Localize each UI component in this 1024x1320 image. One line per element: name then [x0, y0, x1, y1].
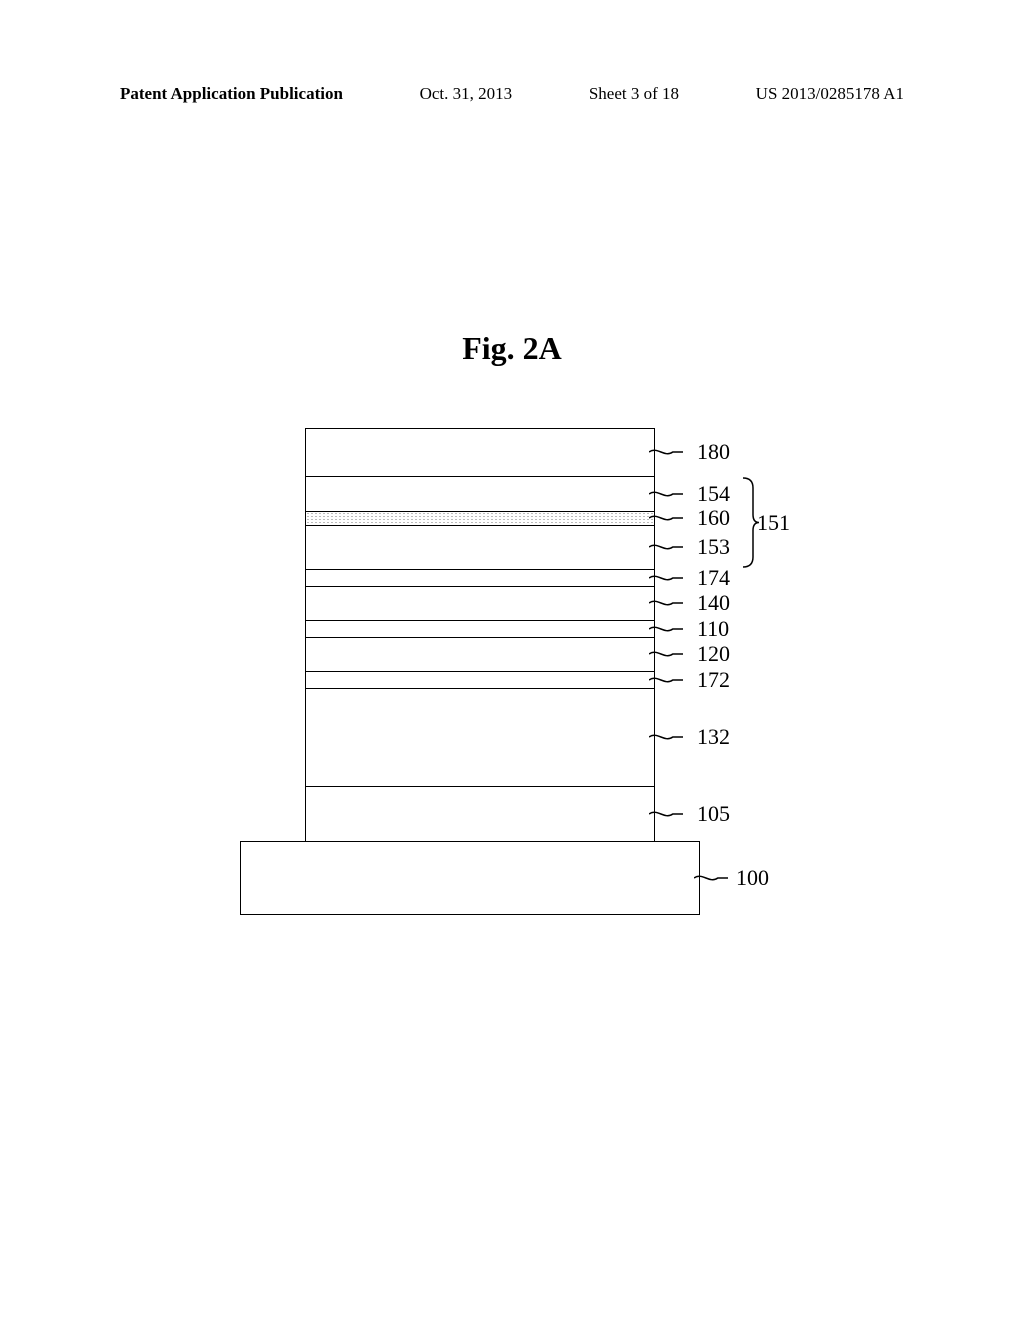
- leader-line: [694, 878, 728, 879]
- leader-line: [649, 518, 683, 519]
- leader-line: [649, 547, 683, 548]
- layer-172: [306, 672, 654, 689]
- leader-line: [649, 494, 683, 495]
- figure-title: Fig. 2A: [0, 330, 1024, 367]
- layer-label-132: 132: [697, 724, 730, 750]
- layer-153: [306, 526, 654, 570]
- layer-label-160: 160: [697, 505, 730, 531]
- leader-line: [649, 603, 683, 604]
- leader-line: [649, 654, 683, 655]
- layer-label-172: 172: [697, 667, 730, 693]
- layer-label-105: 105: [697, 801, 730, 827]
- page-header: Patent Application Publication Oct. 31, …: [0, 84, 1024, 104]
- layer-110: [306, 621, 654, 638]
- layer-160: [306, 512, 654, 526]
- group-label-151: 151: [757, 510, 790, 536]
- layer-stack: [305, 428, 655, 842]
- leader-line: [649, 629, 683, 630]
- leader-line: [649, 452, 683, 453]
- layer-120: [306, 638, 654, 672]
- layer-label-180: 180: [697, 439, 730, 465]
- layer-label-100: 100: [736, 865, 769, 891]
- publication-date: Oct. 31, 2013: [420, 84, 513, 104]
- sheet-number: Sheet 3 of 18: [589, 84, 679, 104]
- publication-type: Patent Application Publication: [120, 84, 343, 104]
- publication-number: US 2013/0285178 A1: [756, 84, 904, 104]
- layer-140: [306, 587, 654, 621]
- layer-174: [306, 570, 654, 587]
- leader-line: [649, 814, 683, 815]
- leader-line: [649, 680, 683, 681]
- layer-154: [306, 477, 654, 512]
- layer-label-174: 174: [697, 565, 730, 591]
- layer-180: [306, 429, 654, 477]
- substrate-layer: [240, 841, 700, 915]
- layer-105: [306, 787, 654, 842]
- layer-label-153: 153: [697, 534, 730, 560]
- layer-132: [306, 689, 654, 787]
- layer-stack-diagram: 180154160153174140110120172132105100151: [295, 428, 755, 998]
- layer-label-120: 120: [697, 641, 730, 667]
- layer-label-140: 140: [697, 590, 730, 616]
- leader-line: [649, 737, 683, 738]
- layer-label-154: 154: [697, 481, 730, 507]
- leader-line: [649, 578, 683, 579]
- layer-label-110: 110: [697, 616, 729, 642]
